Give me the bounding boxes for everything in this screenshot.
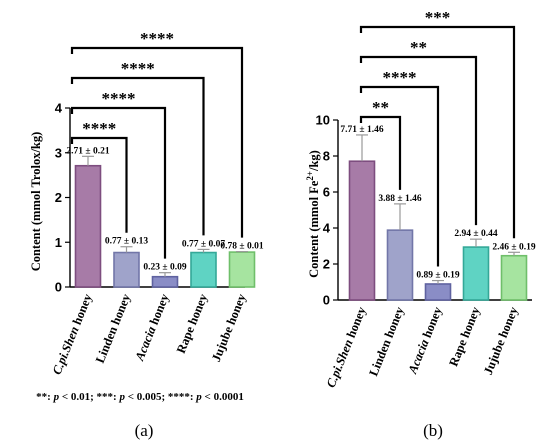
category-label-name: Acacia <box>405 337 432 376</box>
y-tick-label: 10 <box>316 113 330 128</box>
category-label: Acacia honey <box>132 291 172 363</box>
bar <box>462 246 490 301</box>
data-label: 0.89 ± 0.19 <box>416 271 459 281</box>
bar <box>74 164 102 288</box>
panel-label: (a) <box>135 421 154 440</box>
y-tick-label: 6 <box>323 185 330 200</box>
category-label: Rape honey <box>446 304 483 368</box>
bar <box>190 251 217 288</box>
footnote-segment: **: <box>36 391 53 403</box>
y-axis-title: Content (mmol Fe2+/kg) <box>305 150 321 278</box>
category-label: Rape honey <box>174 291 211 355</box>
significance-bracket <box>70 136 128 233</box>
data-label: 0.23 ± 0.09 <box>143 263 186 273</box>
category-label-suffix: honey <box>419 304 445 342</box>
bar <box>348 160 376 301</box>
y-tick-label: 1 <box>55 235 62 250</box>
y-axis-title-main: Content (mmol Trolox/kg) <box>29 132 43 272</box>
category-label: Linden honey <box>93 291 134 365</box>
y-axis-title-suffix: /kg) <box>307 150 321 172</box>
footnote-segment: p <box>118 391 125 403</box>
bar <box>386 229 414 301</box>
category-label: Acacia honey <box>405 304 445 376</box>
bar <box>424 283 452 301</box>
data-label: 0.77 ± 0.13 <box>105 237 148 247</box>
y-tick-label: 2 <box>323 257 330 272</box>
bar <box>228 251 256 288</box>
data-label: 3.88 ± 1.46 <box>378 194 421 204</box>
category-label-name: Rape honey <box>174 291 211 355</box>
category-label-name: Acacia <box>132 324 159 363</box>
footnote: **: p < 0.01; ***: p < 0.005; ****: p < … <box>36 391 244 403</box>
y-axis-title-superscript: 2+ <box>305 171 315 181</box>
significance-bracket <box>70 76 205 236</box>
y-tick-label: 3 <box>55 145 62 160</box>
category-label-name: Jujube honey <box>481 304 521 377</box>
significance-label: ** <box>410 38 427 57</box>
significance-label: ** <box>372 98 389 117</box>
significance-label: **** <box>82 119 116 138</box>
category-label-suffix: honey <box>69 291 95 329</box>
bar <box>151 275 179 288</box>
footnote-segment: < 0.0001 <box>202 391 244 403</box>
panel-b: 0 2 4 6 8 10 Content (mmol Fe2+/kg) 7.71 ± 1.46… <box>305 8 536 440</box>
significance-bracket <box>359 25 516 239</box>
footnote-segment: p <box>195 391 202 403</box>
y-tick-label: 2 <box>55 190 62 205</box>
data-label: 0.77 ± 0.07 <box>182 239 225 249</box>
y-tick-label: 0 <box>55 280 62 295</box>
data-label: 2.71 ± 0.21 <box>66 146 109 156</box>
category-label-name: C.pi.Shen <box>50 324 82 376</box>
panel-label: (b) <box>423 421 443 440</box>
category-label: Linden honey <box>366 304 407 378</box>
significance-bracket <box>359 55 478 226</box>
category-label-name: C.pi.Shen <box>324 337 356 389</box>
significance-bracket <box>359 115 402 190</box>
category-label: Jujube honey <box>481 304 521 377</box>
significance-label: **** <box>140 29 174 48</box>
significance-bracket <box>70 106 167 259</box>
category-label-name: Linden honey <box>366 304 407 378</box>
significance-label: **** <box>383 68 417 87</box>
data-label: 2.46 ± 0.19 <box>492 242 535 252</box>
significance-bracket <box>70 46 244 238</box>
category-label: Jujube honey <box>209 291 249 364</box>
y-tick-label: 0 <box>323 293 330 308</box>
category-label: C.pi.Shen honey <box>50 291 95 376</box>
significance-label: *** <box>425 8 451 27</box>
y-tick-label: 4 <box>323 221 331 236</box>
category-label-name: Linden honey <box>93 291 134 365</box>
significance-label: **** <box>121 59 155 78</box>
footnote-segment: p <box>53 391 60 403</box>
data-label: 7.71 ± 1.46 <box>340 125 383 135</box>
data-label: 2.94 ± 0.44 <box>454 229 497 239</box>
bar <box>113 251 140 288</box>
footnote-segment: < 0.01; ***: <box>59 391 119 403</box>
y-tick-label: 8 <box>323 149 330 164</box>
bar <box>500 254 528 301</box>
y-tick-label: 4 <box>55 101 63 116</box>
category-label-name: Jujube honey <box>209 291 249 364</box>
y-axis-title: Content (mmol Trolox/kg) <box>29 132 43 272</box>
category-label-name: Rape honey <box>446 304 483 368</box>
significance-label: **** <box>102 89 136 108</box>
data-label: 0.78 ± 0.01 <box>220 242 263 252</box>
panel-a: 0 1 2 3 4 Content (mmol Trolox/kg) 2.71 ± 0.21… <box>29 29 264 440</box>
y-axis-title-main: Content (mmol Fe <box>307 180 321 278</box>
category-label-suffix: honey <box>343 304 369 342</box>
category-label-suffix: honey <box>146 291 172 329</box>
significance-bracket <box>359 85 440 267</box>
category-label: C.pi.Shen honey <box>324 304 369 389</box>
footnote-segment: < 0.005; ****: <box>125 391 196 403</box>
